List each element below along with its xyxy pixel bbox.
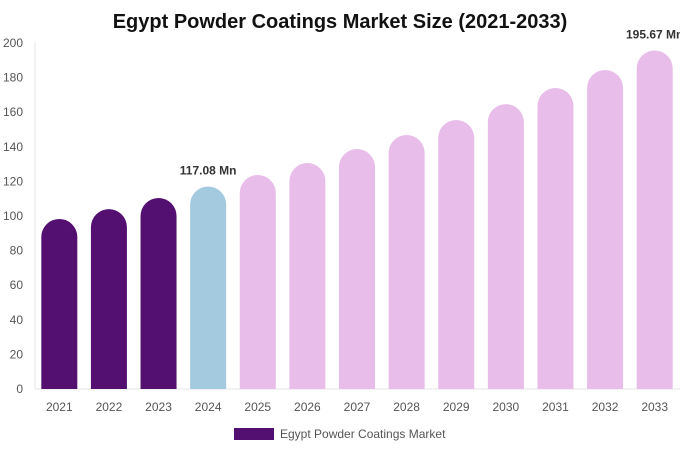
- x-tick-label: 2028: [393, 400, 420, 414]
- bar-2029[interactable]: [438, 119, 475, 390]
- x-tick-label: 2029: [443, 400, 470, 414]
- x-tick-label: 2031: [542, 400, 569, 414]
- y-tick-label: 0: [16, 382, 23, 396]
- y-tick-label: 80: [10, 244, 24, 258]
- bar-2030[interactable]: [487, 104, 524, 389]
- bar-2026[interactable]: [289, 163, 326, 389]
- x-tick-label: 2021: [46, 400, 73, 414]
- bar-2025[interactable]: [239, 174, 276, 389]
- x-tick-label: 2032: [592, 400, 619, 414]
- bar-2027[interactable]: [339, 149, 375, 389]
- y-tick-label: 140: [3, 140, 23, 154]
- x-tick-label: 2027: [344, 400, 371, 414]
- y-tick-label: 180: [3, 71, 23, 85]
- bar-2024[interactable]: [190, 186, 227, 389]
- legend-swatch[interactable]: [234, 428, 274, 440]
- y-tick-label: 200: [3, 36, 23, 50]
- x-tick-label: 2026: [294, 400, 321, 414]
- legend-label[interactable]: Egypt Powder Coatings Market: [280, 427, 446, 441]
- chart-title: Egypt Powder Coatings Market Size (2021-…: [113, 11, 568, 33]
- y-tick-label: 60: [10, 278, 24, 292]
- y-tick-label: 40: [10, 313, 24, 327]
- bar-2031[interactable]: [537, 87, 574, 389]
- bar-2022[interactable]: [90, 209, 127, 389]
- x-tick-label: 2024: [195, 400, 222, 414]
- y-tick-label: 120: [3, 174, 23, 188]
- x-tick-label: 2030: [492, 400, 519, 414]
- data-label: 117.08 Mn: [180, 163, 237, 177]
- x-tick-label: 2022: [96, 400, 123, 414]
- x-tick-label: 2025: [244, 400, 271, 414]
- x-tick-label: 2023: [145, 400, 172, 414]
- y-tick-label: 160: [3, 105, 23, 119]
- bar-2028[interactable]: [388, 135, 425, 389]
- x-tick-label: 2033: [641, 400, 668, 414]
- y-tick-label: 100: [3, 209, 23, 223]
- data-label: 195.67 Mn: [626, 27, 680, 41]
- bar-2021[interactable]: [41, 218, 78, 389]
- bar-2023[interactable]: [140, 198, 177, 389]
- y-tick-label: 20: [10, 347, 24, 361]
- bar-2032[interactable]: [587, 69, 624, 389]
- bar-2033[interactable]: [636, 50, 673, 389]
